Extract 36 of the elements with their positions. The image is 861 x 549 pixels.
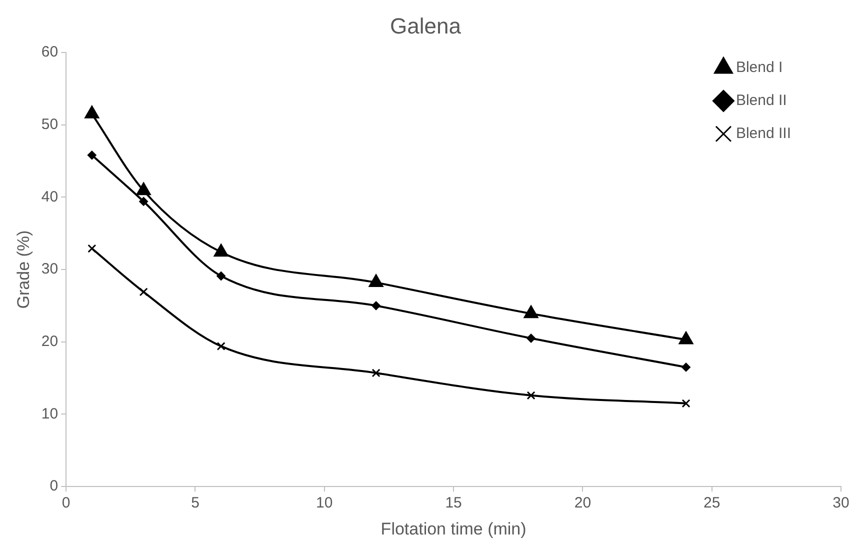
point bbox=[214, 244, 228, 257]
point bbox=[682, 399, 690, 408]
point bbox=[88, 244, 96, 253]
legend-label: Blend I bbox=[736, 59, 783, 76]
x-tick-label: 10 bbox=[316, 494, 333, 512]
x-tick-label: 30 bbox=[832, 494, 850, 512]
point bbox=[139, 196, 148, 206]
legend-label: Blend III bbox=[736, 125, 792, 142]
point bbox=[139, 288, 148, 296]
point bbox=[526, 391, 536, 400]
y-tick-label: 30 bbox=[41, 260, 58, 278]
y-tick-label: 20 bbox=[41, 333, 58, 350]
x-axis-title: Flotation time (min) bbox=[380, 519, 526, 538]
x-tick-label: 5 bbox=[191, 494, 200, 512]
point bbox=[216, 342, 226, 350]
y-tick-label: 60 bbox=[41, 44, 58, 61]
legend-label: Blend II bbox=[736, 92, 787, 110]
y-tick-label: 10 bbox=[41, 405, 58, 422]
point bbox=[216, 272, 226, 281]
point bbox=[682, 362, 691, 372]
x-tick-label: 15 bbox=[445, 494, 462, 512]
point bbox=[368, 274, 384, 288]
y-tick-label: 40 bbox=[41, 188, 58, 206]
point bbox=[526, 334, 536, 343]
chart-title: Galena bbox=[390, 13, 462, 38]
point bbox=[84, 105, 100, 118]
y-tick-label: 0 bbox=[50, 478, 58, 495]
x-tick-label: 25 bbox=[704, 494, 720, 512]
point bbox=[372, 301, 381, 310]
point bbox=[87, 150, 96, 160]
x-tick-label: 0 bbox=[62, 494, 70, 512]
y-axis-title: Grade (%) bbox=[14, 230, 33, 309]
y-tick-label: 50 bbox=[41, 116, 58, 133]
point bbox=[136, 182, 152, 196]
point bbox=[372, 368, 380, 378]
x-tick-label: 20 bbox=[574, 494, 592, 512]
